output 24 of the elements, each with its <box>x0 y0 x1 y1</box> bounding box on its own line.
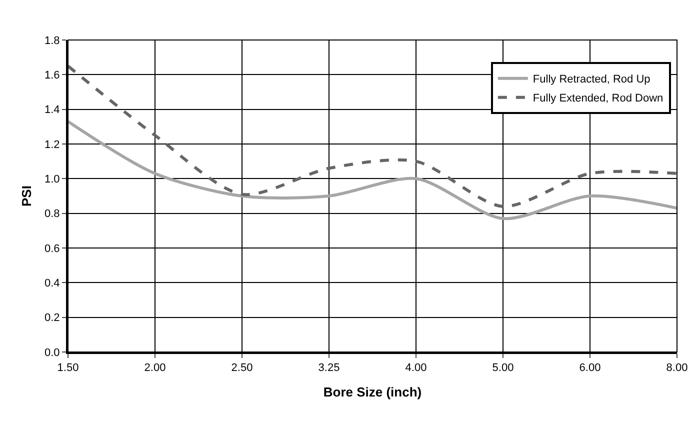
y-tick-label: 0.2 <box>44 312 60 324</box>
x-tick-label: 6.00 <box>579 362 601 374</box>
y-tick-label: 0.4 <box>44 278 60 290</box>
legend-label: Fully Retracted, Rod Up <box>532 74 650 86</box>
y-tick-label: 1.8 <box>44 34 60 47</box>
y-tick-label: 1.2 <box>44 138 60 151</box>
x-tick-label: 2.50 <box>231 362 253 374</box>
x-tick-label: 8.00 <box>666 362 688 374</box>
y-tick-label: 0.0 <box>44 346 60 359</box>
y-tick-label: 1.0 <box>44 174 60 186</box>
line-series <box>68 120 677 220</box>
x-tick-label: 5.00 <box>492 362 514 374</box>
y-tick-label: 1.4 <box>44 104 60 116</box>
x-tick-label: 2.00 <box>144 362 166 374</box>
x-axis-title: Bore Size (inch) <box>323 384 422 400</box>
x-tick-label: 3.25 <box>318 362 340 374</box>
x-tick-label: 1.50 <box>57 362 79 374</box>
y-tick-label: 0.6 <box>44 242 60 255</box>
y-tick-label: 1.6 <box>44 70 60 82</box>
y-tick-label: 0.8 <box>44 208 60 220</box>
line-series <box>68 64 677 208</box>
x-tick-label: 4.00 <box>405 362 427 374</box>
legend-label: Fully Extended, Rod Down <box>532 92 664 105</box>
y-axis-title: PSI <box>18 186 34 206</box>
